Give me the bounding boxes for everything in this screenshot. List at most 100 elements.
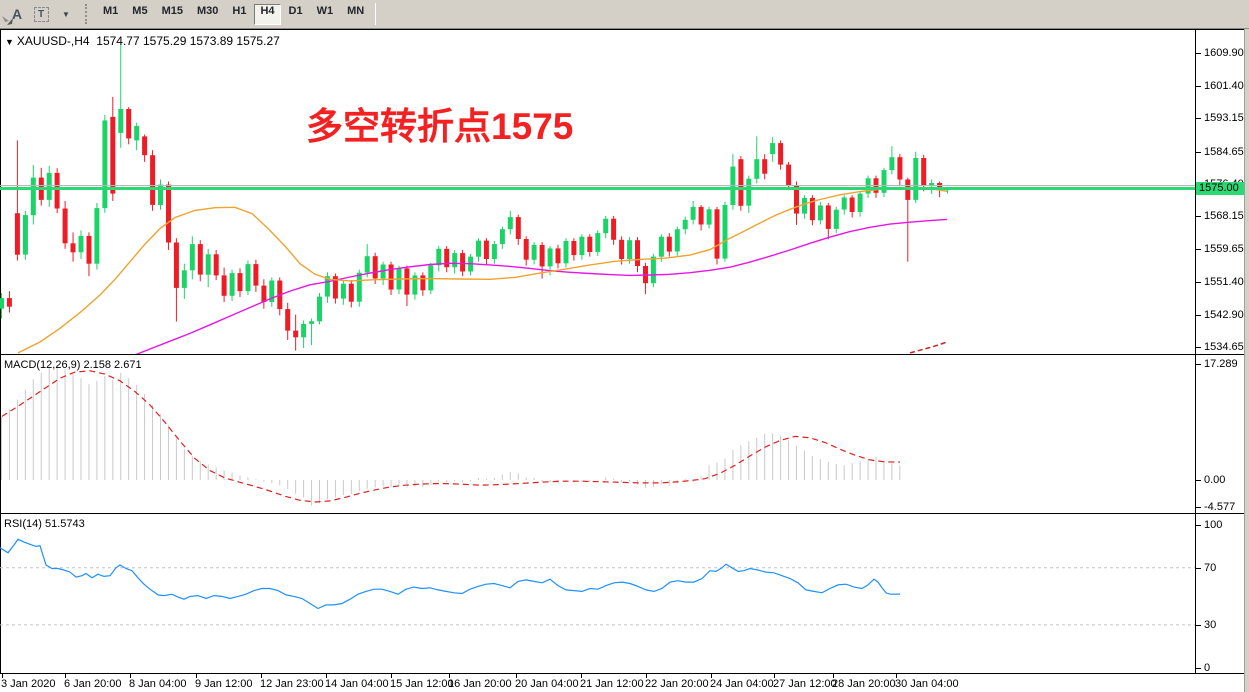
time-axis-tick-mark — [2, 674, 3, 678]
time-axis-tick-mark — [65, 674, 66, 678]
axis-tick-label: 17.289 — [1204, 358, 1238, 370]
time-axis-label: 27 Jan 12:00 — [773, 678, 837, 690]
axis-tick-label: 1568.15 — [1204, 210, 1244, 222]
tf-button-m5[interactable]: M5 — [132, 4, 148, 17]
panel-separator-macd[interactable] — [0, 354, 1244, 355]
chart-symbol-period: XAUUSD-,H4 — [16, 34, 90, 48]
arrows-tool-button[interactable]: ▼ — [2, 3, 76, 25]
axis-tick-label: 0 — [1204, 662, 1211, 674]
time-axis-label: 28 Jan 20:00 — [832, 678, 896, 690]
time-axis-label: 20 Jan 04:00 — [515, 678, 579, 690]
time-axis-tick-mark — [896, 674, 897, 678]
tf-button-h1[interactable]: H1 — [232, 4, 247, 17]
time-axis-tick-mark — [449, 674, 450, 678]
chart-ohlc-values: 1574.77 1575.29 1573.89 1575.27 — [96, 34, 280, 48]
tf-button-m30[interactable]: M30 — [196, 4, 219, 17]
axis-tick-mark — [1195, 568, 1201, 569]
toolbar-separator — [375, 3, 377, 25]
axis-tick-label: -4.577 — [1204, 501, 1236, 513]
text-tool-button[interactable]: A — [11, 6, 23, 22]
axis-tick-mark — [1195, 282, 1201, 283]
time-axis-label: 3 Jan 2020 — [1, 678, 56, 690]
axis-tick-mark — [1195, 118, 1201, 119]
axis-tick-label: 1584.65 — [1204, 146, 1244, 158]
toolbar-grip-handle[interactable] — [85, 4, 92, 24]
tf-button-h4[interactable]: H4 — [254, 3, 281, 25]
horizontal-line-1575[interactable] — [0, 187, 1195, 190]
time-axis-label: 9 Jan 12:00 — [195, 678, 253, 690]
tf-button-m1[interactable]: M1 — [103, 4, 119, 17]
time-axis-tick-mark — [326, 674, 327, 678]
time-axis-tick-mark — [774, 674, 775, 678]
time-axis-tick-mark — [391, 674, 392, 678]
time-axis-tick-mark — [130, 674, 131, 678]
chevron-down-icon: ▼ — [62, 9, 70, 19]
tf-button-d1[interactable]: D1 — [288, 4, 303, 17]
axis-tick-mark — [1195, 86, 1201, 87]
axis-tick-mark — [1195, 507, 1201, 508]
rsi-axis[interactable] — [1196, 514, 1244, 673]
tf-button-mn[interactable]: MN — [347, 4, 365, 17]
axis-tick-mark — [1195, 249, 1201, 250]
axis-tick-mark — [1195, 364, 1201, 365]
main-chart-canvas[interactable] — [0, 30, 1195, 354]
chart-frame-top — [0, 29, 1249, 30]
axis-tick-label: 0.00 — [1204, 474, 1226, 486]
panel-separator-rsi[interactable] — [0, 513, 1244, 514]
text-label-tool-button[interactable]: T — [30, 3, 52, 25]
time-axis-label: 14 Jan 04:00 — [325, 678, 389, 690]
axis-tick-mark — [1195, 668, 1201, 669]
macd-axis[interactable] — [1196, 355, 1244, 513]
time-axis-tick-mark — [833, 674, 834, 678]
axis-tick-label: 100 — [1204, 519, 1223, 531]
time-axis-border — [0, 673, 1249, 674]
time-axis-label: 24 Jan 04:00 — [710, 678, 774, 690]
chart-title: ▼ XAUUSD-,H4 1574.77 1575.29 1573.89 1575… — [5, 34, 280, 48]
axis-tick-mark — [1195, 216, 1201, 217]
time-axis-tick-mark — [261, 674, 262, 678]
rsi-label: RSI(14) 51.5743 — [4, 518, 85, 530]
axis-tick-label: 1601.40 — [1204, 80, 1244, 92]
axis-tick-mark — [1195, 53, 1201, 54]
axis-tick-mark — [1195, 152, 1201, 153]
time-axis-label: 6 Jan 20:00 — [64, 678, 122, 690]
text-label-icon: T — [33, 6, 49, 22]
tf-button-w1[interactable]: W1 — [316, 4, 334, 17]
chart-frame-left — [0, 30, 1, 673]
axis-tick-label: 30 — [1204, 619, 1217, 631]
axis-tick-label: 1551.40 — [1204, 276, 1244, 288]
axis-tick-label: 1609.90 — [1204, 47, 1244, 59]
axis-tick-label: 1559.65 — [1204, 243, 1244, 255]
rsi-chart-canvas[interactable] — [0, 514, 1195, 673]
axis-tick-label: 1534.65 — [1204, 341, 1244, 353]
time-axis-label: 21 Jan 12:00 — [580, 678, 644, 690]
axis-tick-mark — [1195, 625, 1201, 626]
text-annotation[interactable]: 多空转折点1575 — [306, 106, 574, 147]
time-axis-label: 12 Jan 23:00 — [260, 678, 324, 690]
axis-tick-mark — [1195, 525, 1201, 526]
time-axis-tick-mark — [711, 674, 712, 678]
time-axis-label: 30 Jan 04:00 — [895, 678, 959, 690]
macd-label: MACD(12,26,9) 2.158 2.671 — [4, 359, 142, 371]
bid-price-line — [0, 185, 1195, 186]
tf-button-m15[interactable]: M15 — [161, 4, 183, 17]
axis-tick-mark — [1195, 315, 1201, 316]
macd-chart-canvas[interactable] — [0, 355, 1195, 513]
time-axis-tick-mark — [581, 674, 582, 678]
axis-tick-label: 70 — [1204, 562, 1217, 574]
time-axis-label: 22 Jan 20:00 — [645, 678, 709, 690]
time-axis[interactable] — [0, 674, 1244, 692]
axis-tick-label: 1542.90 — [1204, 309, 1244, 321]
window-right-strip — [1244, 29, 1249, 692]
time-axis-tick-mark — [516, 674, 517, 678]
time-axis-tick-mark — [196, 674, 197, 678]
time-axis-label: 16 Jan 20:00 — [448, 678, 512, 690]
hline-price-badge: 1575.00 — [1196, 182, 1244, 195]
axis-tick-label: 1593.15 — [1204, 112, 1244, 124]
chart-title-expand-icon[interactable]: ▼ — [5, 37, 14, 47]
time-axis-label: 8 Jan 04:00 — [129, 678, 187, 690]
time-axis-tick-mark — [646, 674, 647, 678]
price-axis-border — [1195, 30, 1196, 673]
toolbar: A T ▼ M1 M5 M15 M30 H1 H4 D1 W1 MN — [0, 0, 1249, 29]
